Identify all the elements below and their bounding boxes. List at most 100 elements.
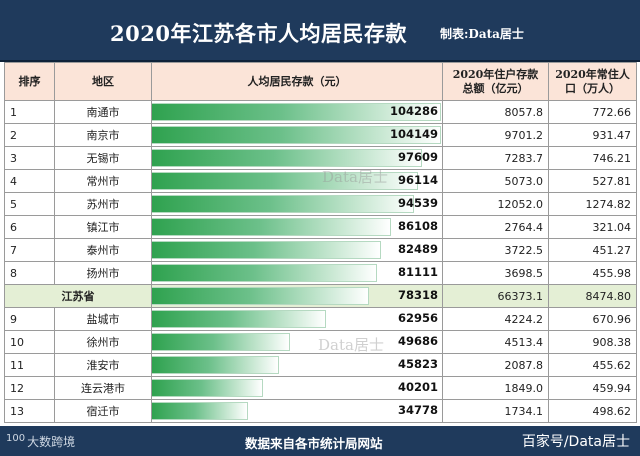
table-row: 8 扬州市 81111 3698.5 455.98 (4, 261, 637, 285)
per-capita-bar (152, 287, 369, 305)
title-bar: 2020年江苏各市人均居民存款 制表:Data居士 (0, 0, 640, 62)
per-capita-value: 86108 (397, 219, 438, 233)
table-row: 6 镇江市 86108 2764.4 321.04 (4, 215, 637, 239)
cell-per-capita: 78318 (151, 284, 443, 308)
cell-deposits: 3698.5 (442, 261, 549, 285)
per-capita-bar (152, 402, 248, 420)
cell-rank: 8 (4, 261, 55, 285)
table-row: 13 宿迁市 34778 1734.1 498.62 (4, 399, 637, 423)
cell-region: 宿迁市 (54, 399, 152, 423)
per-capita-bar (152, 333, 290, 351)
cell-population: 455.62 (548, 353, 637, 377)
cell-per-capita: 94539 (151, 192, 443, 216)
cell-population: 455.98 (548, 261, 637, 285)
footer: 100 大数跨境 数据来自各市统计局网站 百家号/Data居士 (0, 426, 640, 456)
per-capita-bar (152, 172, 418, 190)
table-row: 5 苏州市 94539 12052.0 1274.82 (4, 192, 637, 216)
per-capita-bar (152, 126, 441, 144)
cell-region: 江苏省 (4, 284, 152, 308)
table-row: 1 南通市 104286 8057.8 772.66 (4, 100, 637, 124)
cell-region: 镇江市 (54, 215, 152, 239)
cell-per-capita: 96114 (151, 169, 443, 193)
footer-logo: 100 大数跨境 (6, 433, 75, 450)
header-rank: 排序 (4, 62, 55, 101)
cell-population: 321.04 (548, 215, 637, 239)
cell-deposits: 9701.2 (442, 123, 549, 147)
cell-per-capita: 104149 (151, 123, 443, 147)
per-capita-value: 104149 (389, 127, 438, 141)
cell-region: 淮安市 (54, 353, 152, 377)
cell-per-capita: 34778 (151, 399, 443, 423)
cell-region: 无锡市 (54, 146, 152, 170)
logo-mark-icon: 100 (6, 433, 26, 444)
per-capita-value: 49686 (397, 334, 438, 348)
cell-population: 908.38 (548, 330, 637, 354)
cell-rank: 12 (4, 376, 55, 400)
per-capita-value: 34778 (397, 403, 438, 417)
header-population: 2020年常住人口（万人） (548, 62, 637, 101)
cell-deposits: 5073.0 (442, 169, 549, 193)
cell-deposits: 7283.7 (442, 146, 549, 170)
cell-population: 772.66 (548, 100, 637, 124)
cell-per-capita: 45823 (151, 353, 443, 377)
table-row: 2 南京市 104149 9701.2 931.47 (4, 123, 637, 147)
cell-rank: 3 (4, 146, 55, 170)
cell-per-capita: 97609 (151, 146, 443, 170)
cell-per-capita: 40201 (151, 376, 443, 400)
per-capita-bar (152, 264, 377, 282)
cell-deposits: 8057.8 (442, 100, 549, 124)
cell-rank: 6 (4, 215, 55, 239)
cell-rank: 7 (4, 238, 55, 262)
table-header-row: 排序 地区 人均居民存款（元） 2020年住户存款总额（亿元） 2020年常住人… (4, 62, 637, 101)
cell-population: 451.27 (548, 238, 637, 262)
cell-region: 盐城市 (54, 307, 152, 331)
cell-per-capita: 81111 (151, 261, 443, 285)
cell-deposits: 66373.1 (442, 284, 549, 308)
cell-rank: 13 (4, 399, 55, 423)
cell-deposits: 4513.4 (442, 330, 549, 354)
cell-population: 459.94 (548, 376, 637, 400)
footer-credit: 百家号/Data居士 (521, 434, 630, 450)
header-region: 地区 (54, 62, 152, 101)
cell-region: 苏州市 (54, 192, 152, 216)
cell-region: 连云港市 (54, 376, 152, 400)
per-capita-value: 78318 (397, 288, 438, 302)
per-capita-bar (152, 310, 326, 328)
cell-per-capita: 82489 (151, 238, 443, 262)
cell-region: 南京市 (54, 123, 152, 147)
page-title: 2020年江苏各市人均居民存款 (110, 21, 407, 46)
per-capita-bar (152, 379, 263, 397)
cell-deposits: 1734.1 (442, 399, 549, 423)
per-capita-value: 96114 (397, 173, 438, 187)
cell-region: 扬州市 (54, 261, 152, 285)
per-capita-bar (152, 241, 381, 259)
cell-region: 常州市 (54, 169, 152, 193)
table-row: 11 淮安市 45823 2087.8 455.62 (4, 353, 637, 377)
cell-population: 670.96 (548, 307, 637, 331)
per-capita-value: 104286 (389, 104, 438, 118)
cell-deposits: 12052.0 (442, 192, 549, 216)
header-deposits: 2020年住户存款总额（亿元） (442, 62, 549, 101)
cell-per-capita: 86108 (151, 215, 443, 239)
table-row: 10 徐州市 49686 4513.4 908.38 (4, 330, 637, 354)
cell-deposits: 2087.8 (442, 353, 549, 377)
logo-text: 大数跨境 (27, 435, 76, 449)
per-capita-bar (152, 149, 422, 167)
cell-deposits: 4224.2 (442, 307, 549, 331)
cell-rank: 4 (4, 169, 55, 193)
per-capita-value: 62956 (397, 311, 438, 325)
cell-region: 泰州市 (54, 238, 152, 262)
per-capita-bar (152, 103, 441, 121)
per-capita-value: 82489 (397, 242, 438, 256)
cell-rank: 5 (4, 192, 55, 216)
table-row: 3 无锡市 97609 7283.7 746.21 (4, 146, 637, 170)
cell-rank: 2 (4, 123, 55, 147)
table-row: 9 盐城市 62956 4224.2 670.96 (4, 307, 637, 331)
cell-deposits: 1849.0 (442, 376, 549, 400)
table-row: 12 连云港市 40201 1849.0 459.94 (4, 376, 637, 400)
province-total-row: 江苏省 78318 66373.1 8474.80 (4, 284, 637, 308)
cell-population: 527.81 (548, 169, 637, 193)
table-row: 7 泰州市 82489 3722.5 451.27 (4, 238, 637, 262)
cell-per-capita: 62956 (151, 307, 443, 331)
cell-per-capita: 49686 (151, 330, 443, 354)
